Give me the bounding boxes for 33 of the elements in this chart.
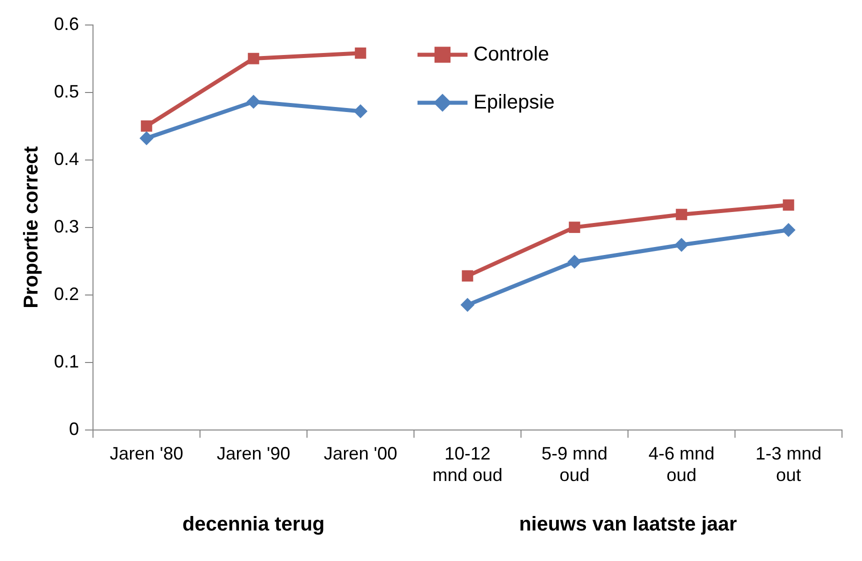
- x-tick-label: Jaren '90: [216, 444, 290, 464]
- point: [462, 270, 474, 282]
- y-tick-label: 0: [69, 418, 80, 439]
- y-tick-label: 0.3: [54, 216, 80, 236]
- point: [782, 199, 794, 211]
- y-tick-label: 0.1: [54, 351, 80, 372]
- point: [568, 222, 580, 233]
- point: [674, 238, 689, 252]
- x-tick-label: 5-9 mnd oud: [541, 444, 608, 486]
- y-tick-label: 0.6: [54, 14, 80, 34]
- text: decennia terug: [182, 514, 325, 536]
- point: [246, 94, 261, 109]
- point: [354, 47, 366, 59]
- y-tick-label: 0.2: [54, 284, 80, 304]
- y-tick-label: 0.5: [54, 81, 80, 102]
- x-tick-label: Jaren '00: [324, 444, 398, 464]
- y-tick-label: 0.4: [54, 148, 80, 169]
- point: [568, 254, 582, 269]
- y-axis-title: Proportie correct: [20, 146, 43, 308]
- point: [782, 223, 796, 237]
- point: [354, 104, 368, 118]
- x-tick-label: 1-3 mnd out: [755, 444, 822, 486]
- legend-label: Epilepsie: [474, 91, 555, 114]
- x-tick-label: 10-12 mnd oud: [432, 444, 503, 486]
- point: [140, 131, 154, 146]
- text: nieuws van laatste jaar: [519, 514, 738, 536]
- point: [676, 208, 688, 220]
- x-tick-label: Jaren '80: [110, 444, 184, 464]
- point: [140, 120, 152, 132]
- point: [460, 298, 475, 312]
- point: [248, 52, 260, 64]
- x-tick-label: 4-6 mnd oud: [648, 444, 715, 486]
- legend-label: Controle: [474, 43, 550, 66]
